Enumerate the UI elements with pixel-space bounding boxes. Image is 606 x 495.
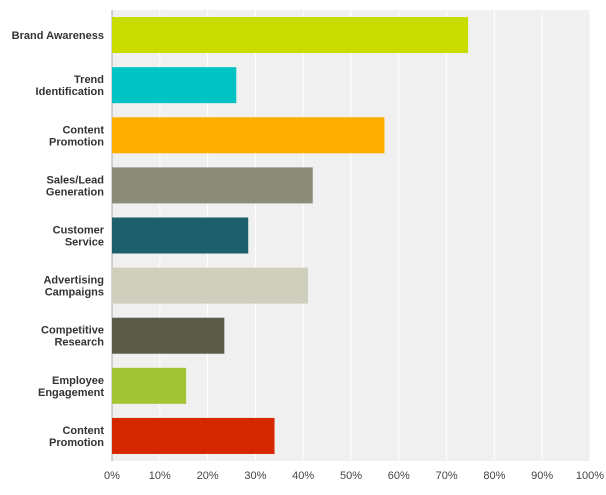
category-label-line: Employee (52, 375, 104, 387)
bar (112, 417, 275, 454)
bar (112, 67, 237, 104)
category-label-line: Sales/Lead (47, 174, 104, 186)
x-tick-label: 20% (197, 470, 219, 482)
x-tick-label: 50% (340, 470, 362, 482)
category-label-line: Service (65, 237, 104, 249)
category-label-line: Promotion (49, 437, 104, 449)
bars (112, 17, 469, 454)
category-label: Sales/Lead Generation (46, 174, 104, 198)
bar (112, 217, 249, 254)
category-label-line: Content (62, 124, 104, 136)
category-label: Content Promotion (49, 425, 104, 449)
x-tick-label: 100% (576, 470, 604, 482)
category-label-line: Engagement (38, 387, 104, 399)
bar (112, 117, 385, 154)
x-tick-label: 40% (292, 470, 314, 482)
category-label: Customer Service (53, 225, 105, 249)
x-tick-label: 80% (483, 470, 505, 482)
category-label: Advertising Campaigns (43, 275, 104, 299)
x-tick-label: 30% (244, 470, 266, 482)
category-label: Employee Engagement (38, 375, 104, 399)
category-label-line: Advertising (43, 275, 104, 287)
bar (112, 167, 313, 204)
category-label-line: Trend (74, 74, 104, 86)
category-label-line: Identification (36, 86, 105, 98)
category-label-line: Generation (46, 186, 104, 198)
category-labels: Brand Awareness Trend Identification Conten… (12, 30, 105, 449)
category-label: Competitive Research (41, 325, 104, 349)
category-label: Content Promotion (49, 124, 104, 148)
category-label-line: Research (54, 337, 104, 349)
category-label-line: Brand Awareness (12, 30, 104, 42)
bar (112, 367, 187, 404)
category-label: Trend Identification (36, 74, 105, 98)
x-tick-label: 60% (388, 470, 410, 482)
bar (112, 267, 308, 304)
category-label-line: Promotion (49, 136, 104, 148)
tick-labels: 0% 10% 20% 30% 40% 50% 60% 70% 80% 90% 100% (104, 470, 604, 482)
bar (112, 17, 469, 54)
category-label-line: Customer (53, 225, 105, 237)
x-tick-label: 0% (104, 470, 120, 482)
x-tick-label: 70% (436, 470, 458, 482)
bar (112, 317, 225, 354)
category-label-line: Campaigns (45, 287, 104, 299)
category-label: Brand Awareness (12, 30, 104, 42)
x-tick-label: 10% (149, 470, 171, 482)
category-label-line: Competitive (41, 325, 104, 337)
category-label-line: Content (62, 425, 104, 437)
x-tick-label: 90% (531, 470, 553, 482)
